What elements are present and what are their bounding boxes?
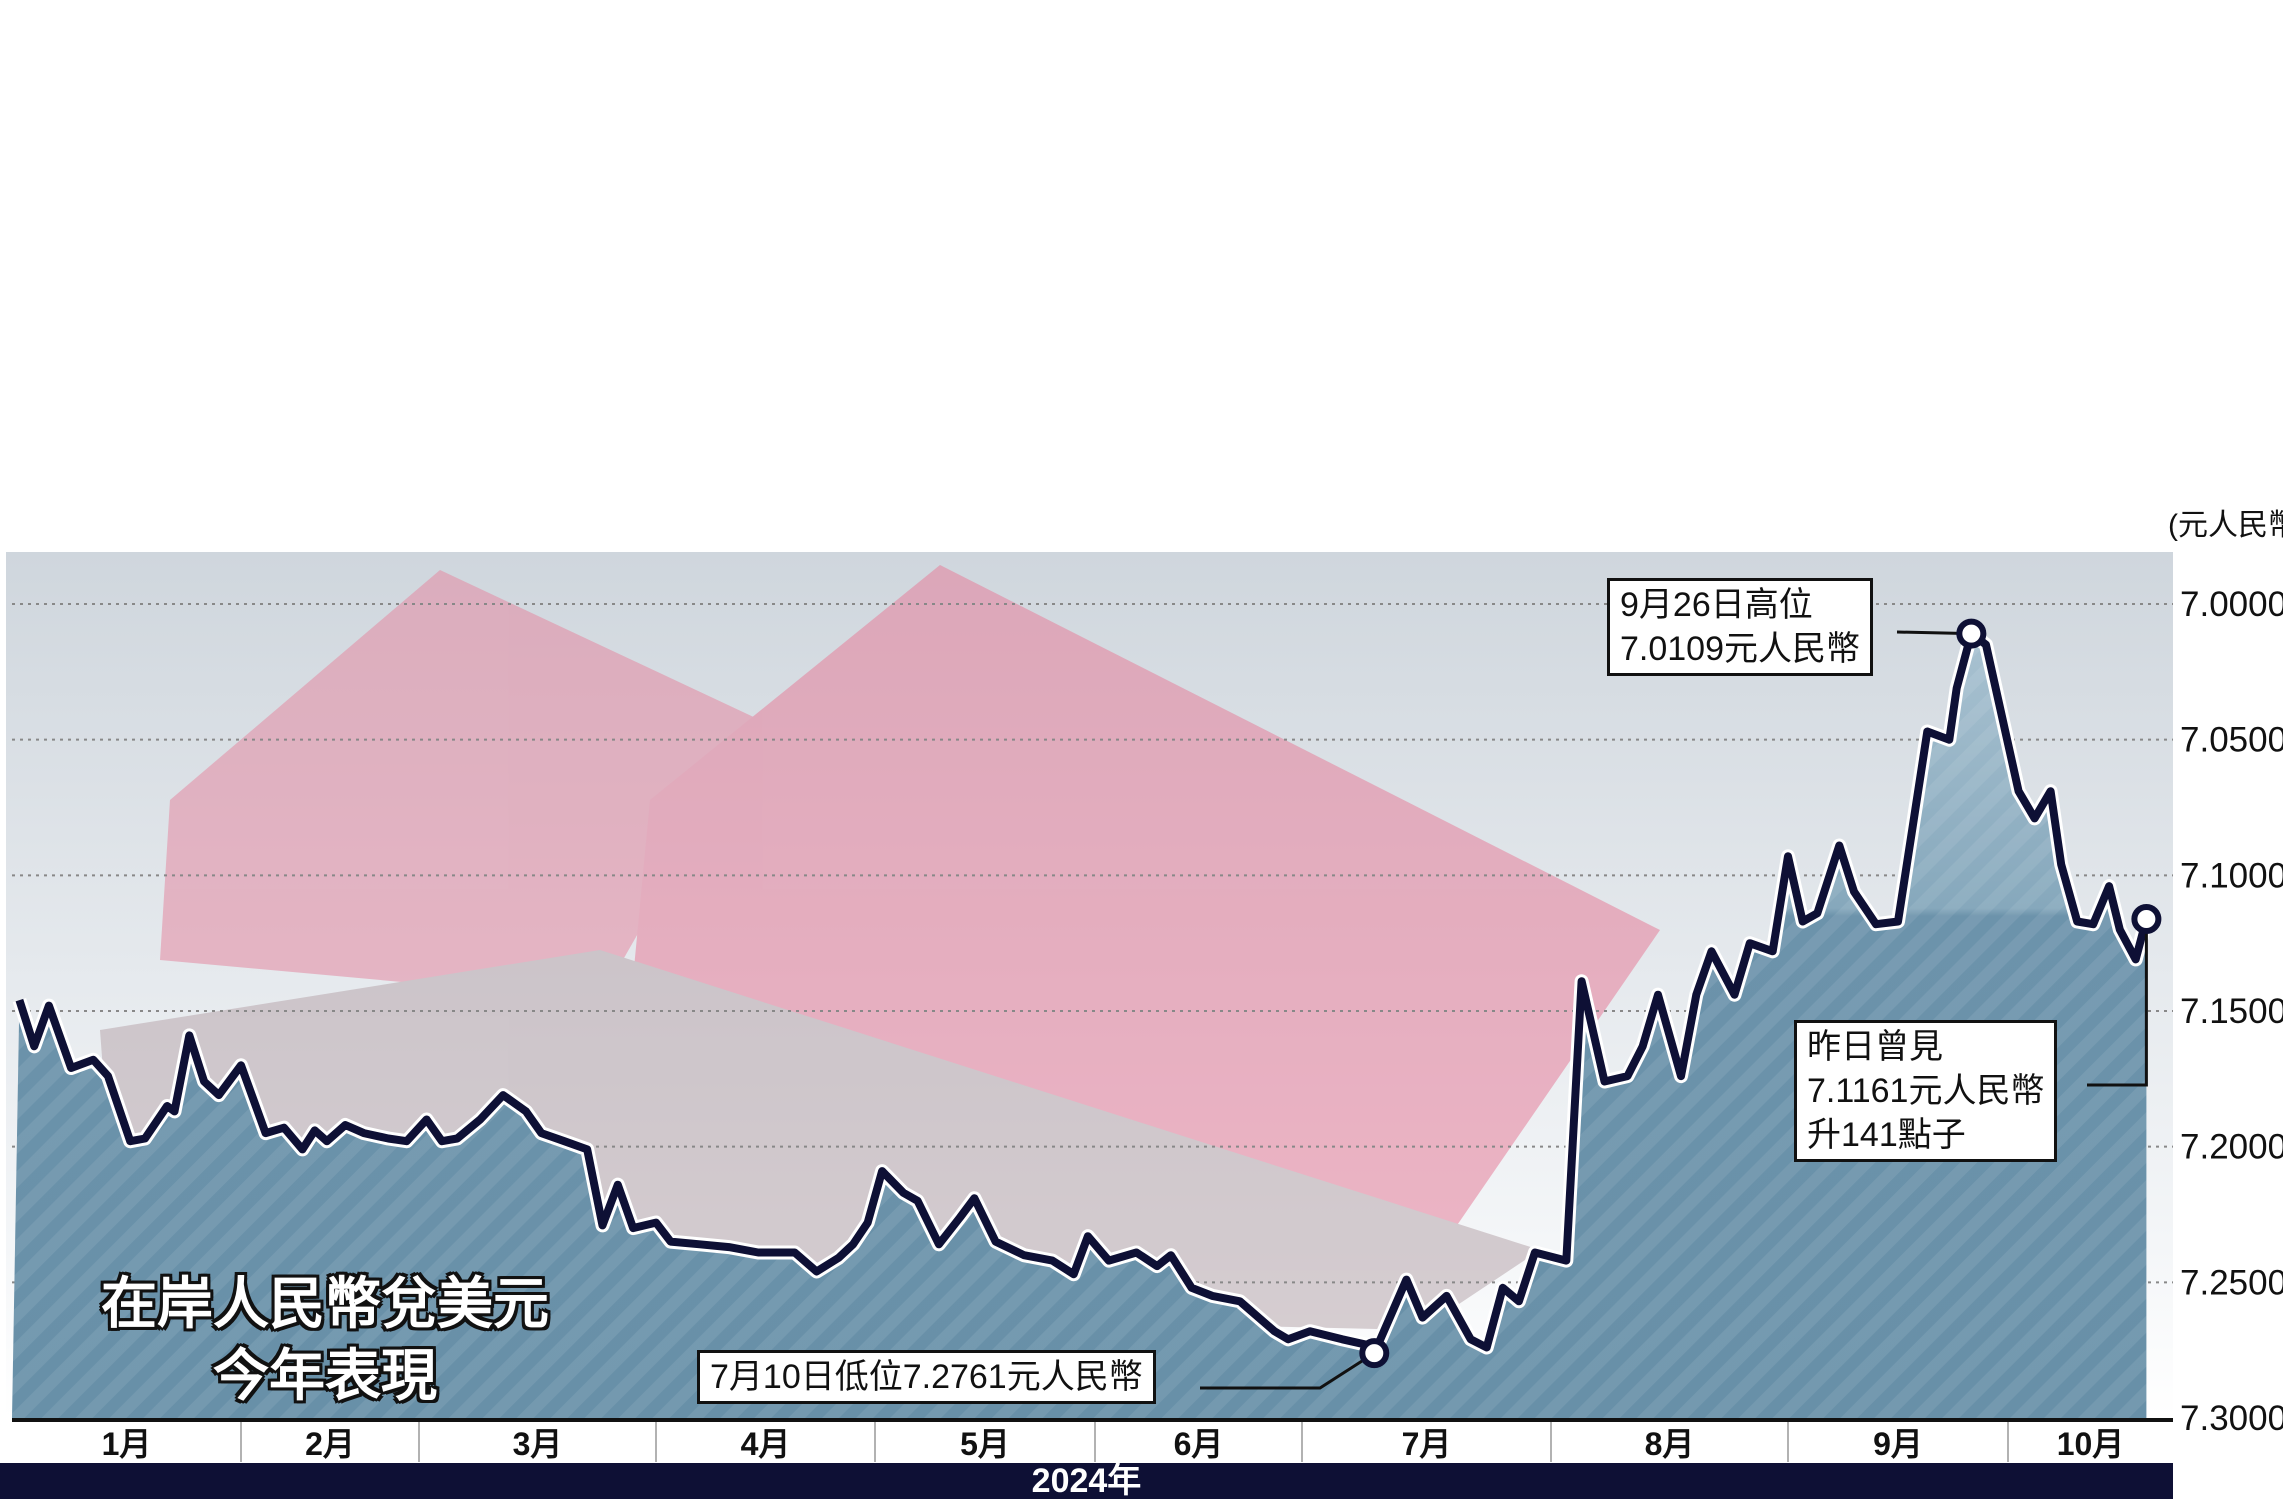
annotation-latest-line: 升141點子 <box>1807 1116 1966 1154</box>
chart-subtitle: 今年表現 <box>213 1344 437 1407</box>
unit-label: (元人民幣) <box>2168 509 2283 542</box>
y-tick-label: 7.2500 <box>2180 1263 2283 1302</box>
y-tick-label: 7.0500 <box>2180 721 2283 760</box>
year-bar: 2024年 <box>0 1463 2173 1499</box>
annotation-high-line: 9月26日高位 <box>1620 586 1813 624</box>
x-tick-label: 10月 <box>2057 1426 2125 1462</box>
y-tick-label: 7.3000 <box>2180 1399 2283 1438</box>
y-tick-label: 7.2000 <box>2180 1128 2283 1167</box>
annotation-low: 7月10日低位7.2761元人民幣 <box>697 1350 1156 1404</box>
area-stripes <box>12 633 2147 1418</box>
annotation-high-line: 7.0109元人民幣 <box>1620 630 1860 668</box>
x-tick-label: 6月 <box>1174 1426 1224 1462</box>
leader-low <box>1200 1351 1376 1390</box>
annotation-latest-line: 昨日曾見 <box>1807 1028 1943 1066</box>
x-tick-label: 5月 <box>960 1426 1010 1462</box>
x-tick-label: 7月 <box>1402 1426 1452 1462</box>
x-tick-label: 3月 <box>513 1426 563 1462</box>
x-tick-label: 4月 <box>741 1426 791 1462</box>
point-markers <box>1359 618 2162 1369</box>
marker-high <box>1956 618 1987 649</box>
y-axis-labels: 7.0000 7.0500 7.1000 7.1500 7.2000 7.2500 7.30… <box>2180 585 2283 1438</box>
x-tick-label: 8月 <box>1645 1426 1695 1462</box>
annotation-latest: 昨日曾見 7.1161元人民幣 升141點子 <box>1794 1020 2058 1162</box>
y-tick-label: 7.0000 <box>2180 585 2283 624</box>
x-tick-label: 9月 <box>1873 1426 1923 1462</box>
y-tick-label: 7.1000 <box>2180 856 2283 895</box>
series-line <box>15 629 2151 1358</box>
annotation-low-line: 7月10日低位7.2761元人民幣 <box>710 1358 1143 1396</box>
x-tick-label: 1月 <box>102 1426 152 1462</box>
annotation-latest-line: 7.1161元人民幣 <box>1807 1072 2045 1110</box>
chart-title-block: 在岸人民幣兌美元 今年表現 <box>100 1268 550 1412</box>
y-tick-label: 7.1500 <box>2180 992 2283 1031</box>
x-axis-labels: 1月 2月 3月 4月 5月 6月 7月 8月 9月 10月 <box>102 1422 2125 1462</box>
chart-title: 在岸人民幣兌美元 <box>101 1272 549 1335</box>
marker-low <box>1359 1338 1390 1369</box>
marker-latest <box>2131 904 2162 935</box>
annotation-high: 9月26日高位 7.0109元人民幣 <box>1607 578 1873 676</box>
leader-latest <box>2087 919 2148 1087</box>
x-tick-label: 2月 <box>305 1426 355 1462</box>
